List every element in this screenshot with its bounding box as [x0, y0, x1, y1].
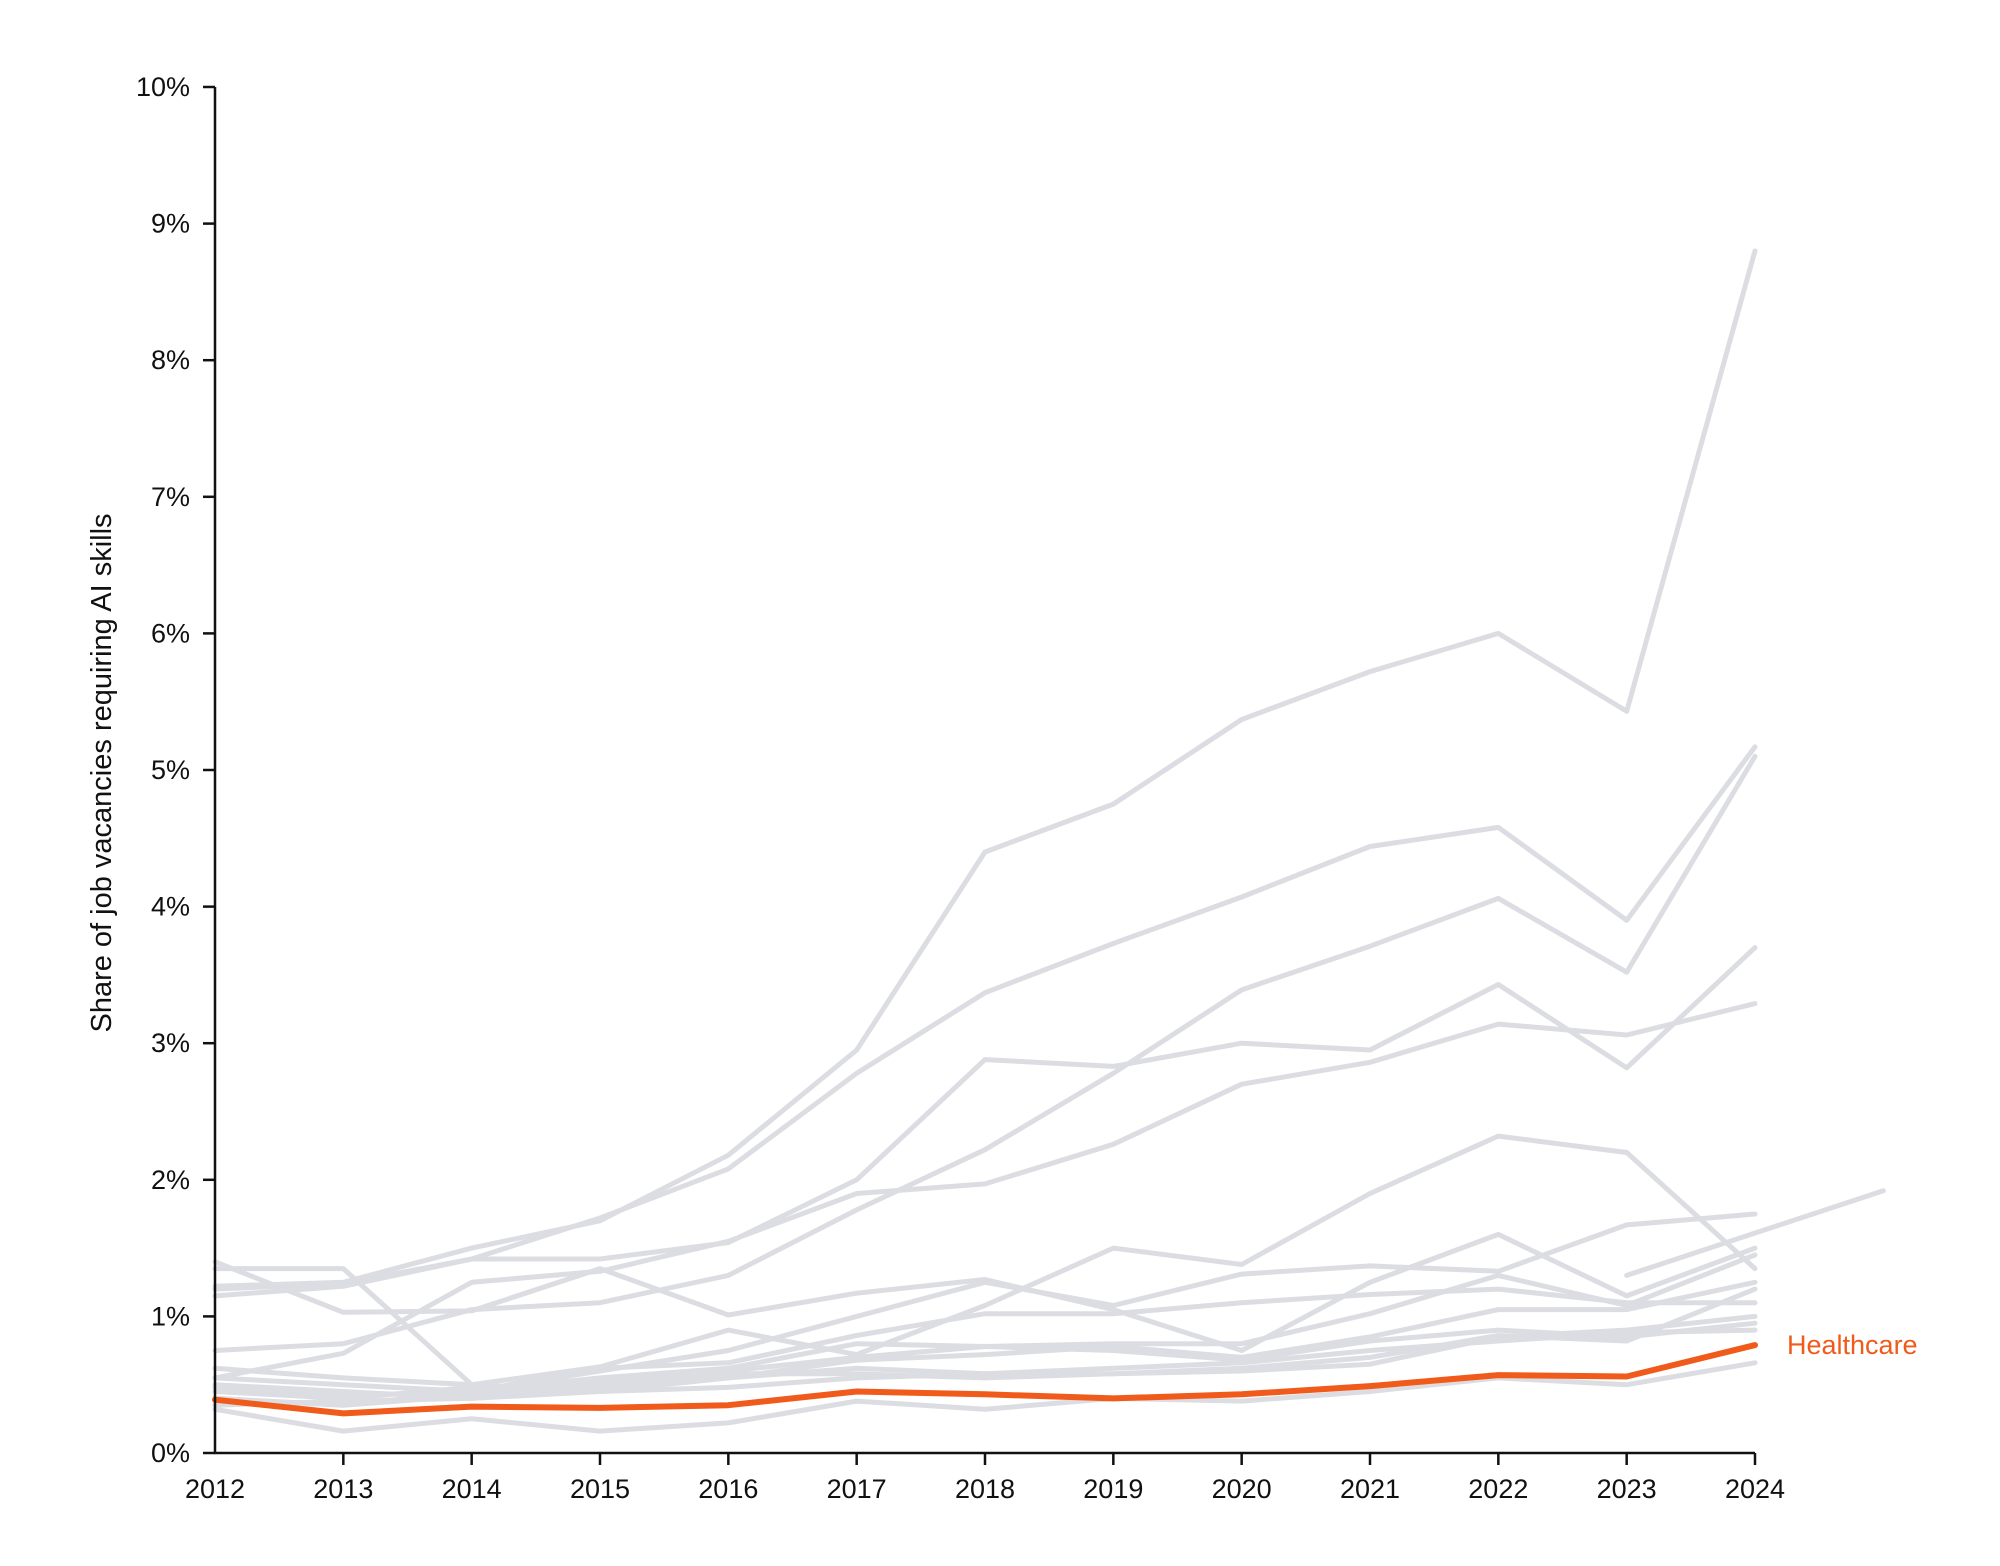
y-tick-label: 2%: [151, 1165, 190, 1195]
y-tick-label: 10%: [136, 72, 190, 102]
highlight-series-group: [212, 1342, 1758, 1417]
x-tick-label: 2014: [442, 1474, 502, 1504]
healthcare-series-label: Healthcare: [1787, 1330, 1918, 1360]
x-tick-label: 2018: [955, 1474, 1015, 1504]
background-series-group: [212, 248, 1886, 1434]
x-tick-label: 2016: [698, 1474, 758, 1504]
x-tick-label: 2021: [1340, 1474, 1400, 1504]
background-series-line-13: [212, 1286, 1758, 1394]
y-tick-label: 1%: [151, 1301, 190, 1331]
x-tick-label: 2022: [1468, 1474, 1528, 1504]
y-axis-title: Share of job vacancies requiring AI skil…: [86, 513, 118, 1032]
y-axis-title-group: Share of job vacancies requiring AI skil…: [86, 513, 118, 1032]
x-tick-group: 2012 2013 2014 2015 2016 2017 2018 2019 2020 2021…: [185, 1453, 1785, 1504]
healthcare-series-line: [212, 1342, 1758, 1417]
y-tick-label: 3%: [151, 1028, 190, 1058]
x-tick-label: 2015: [570, 1474, 630, 1504]
background-series-line-3: [212, 945, 1758, 1299]
y-tick-label: 6%: [151, 618, 190, 648]
y-tick-label: 9%: [151, 209, 190, 239]
x-tick-label: 2024: [1725, 1474, 1785, 1504]
y-tick-label: 4%: [151, 892, 190, 922]
x-tick-label: 2020: [1212, 1474, 1272, 1504]
y-tick-label: 5%: [151, 755, 190, 785]
y-tick-label: 8%: [151, 345, 190, 375]
y-tick-label: 7%: [151, 482, 190, 512]
x-tick-label: 2019: [1083, 1474, 1143, 1504]
x-tick-label: 2012: [185, 1474, 245, 1504]
y-tick-group: 0% 1% 2% 3% 4% 5% 6% 7% 8% 9% 10%: [136, 72, 215, 1468]
background-series-line-2: [212, 744, 1758, 1292]
background-series-line-1: [212, 248, 1758, 1289]
y-tick-label: 0%: [151, 1438, 190, 1468]
x-tick-label: 2017: [827, 1474, 887, 1504]
x-tick-label: 2023: [1597, 1474, 1657, 1504]
background-series-extension: [1624, 1188, 1886, 1278]
background-series-line-16: [212, 1266, 1758, 1394]
background-series-line-5: [212, 1001, 1758, 1381]
background-series-line-6: [212, 1231, 1758, 1353]
x-tick-label: 2013: [313, 1474, 373, 1504]
